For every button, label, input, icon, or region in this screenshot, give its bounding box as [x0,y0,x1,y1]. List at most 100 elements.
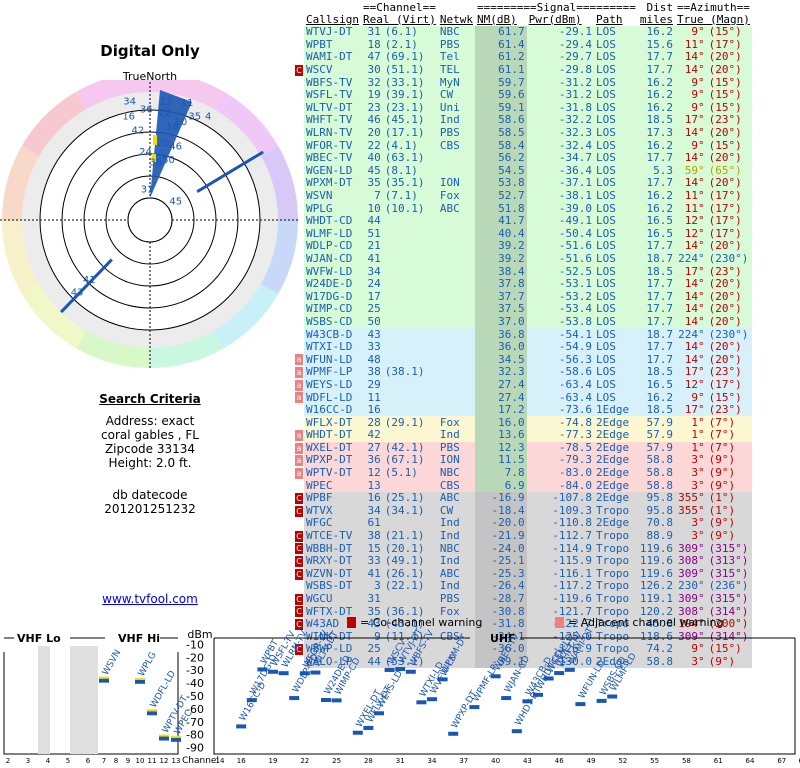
real-channel-cell: 41 [360,568,383,581]
table-row[interactable]: WTVJ-DT 31 (6.1) NBC 61.7 -29.1 LOS 16.2 9° (15°) [304,26,752,39]
real-channel-cell: 18 [360,39,383,52]
table-row[interactable]: WFLX-DT 28 (29.1) Fox 16.0 -74.8 2Edge 57.9 1° (7… [304,416,752,429]
table-row[interactable]: WGCU 31 PBS -28.7 -119.6 Tropo 119.1 309° (315°) [304,593,752,606]
azimuth-magn-cell: (17°) [706,39,752,52]
table-row[interactable]: WBBH-DT 15 (20.1) NBC -24.0 -114.9 Tropo 119.6 3… [304,542,752,555]
azimuth-magn-cell: (15°) [706,89,752,102]
table-row[interactable]: WVFW-LD 34 38.4 -52.5 LOS 18.5 17° (23°) [304,265,752,278]
nm-cell: 16.0 [474,416,527,429]
table-row[interactable]: WHDT-CD 44 41.7 -49.1 LOS 16.5 12° (17°) [304,215,752,228]
table-row[interactable]: WAMI-DT 47 (69.1) Tel 61.2 -29.7 LOS 17.7 14° (20… [304,51,752,64]
callsign-cell: WTVX [304,505,361,518]
table-row[interactable]: WPMF-LP 38 (38.1) 32.3 -58.6 LOS 18.5 17° (23°) [304,366,752,379]
azimuth-magn-cell: (23°) [706,114,752,127]
path-cell: LOS [594,152,638,165]
virtual-channel-cell: (69.1) [382,51,438,64]
table-row[interactable]: WLMF-LD 51 40.4 -50.4 LOS 16.5 12° (17°) [304,227,752,241]
table-row[interactable]: WPTV-DT 12 (5.1) NBC 7.8 -83.0 2Edge 58.8 3° (9°) [304,467,752,480]
table-row[interactable]: WHDT-DT 42 Ind 13.6 -77.3 2Edge 57.9 1° (7°) [304,429,752,442]
power-cell: -50.4 [526,227,595,241]
distance-cell: 18.7 [637,253,676,266]
table-row[interactable]: W43CB-D 43 36.8 -54.1 LOS 18.7 224° (230°) [304,328,752,341]
table-row[interactable]: WSBS-DT 3 (22.1) Ind -26.4 -117.2 Tropo 126.2 23… [304,580,752,593]
table-row[interactable]: WDFL-LD 11 27.4 -63.4 LOS 16.2 9° (15°) [304,391,752,404]
table-row[interactable]: WBEC-TV 40 (63.1) 56.2 -34.7 LOS 17.7 14° (20°) [304,152,752,165]
table-row[interactable]: W24DE-D 24 37.8 -53.1 LOS 17.7 14° (20°) [304,278,752,291]
azimuth-magn-cell: (15°) [706,26,752,39]
table-row[interactable]: WFUN-LD 48 34.5 -56.3 LOS 17.7 14° (20°) [304,353,752,367]
table-row[interactable]: WPXP-DT 36 (67.1) ION 11.5 -79.3 2Edge 58.8 3° (9… [304,454,752,467]
table-row[interactable]: WJAN-CD 41 39.2 -51.6 LOS 18.7 224° (230°) [304,253,752,266]
table-row[interactable]: WZVN-DT 41 (26.1) ABC -25.3 -116.1 Tropo 119.6 3… [304,568,752,581]
path-cell: LOS [594,26,638,39]
signal-marker [331,698,342,703]
table-row[interactable]: WXEL-DT 27 (42.1) PBS 12.3 -78.5 2Edge 57.9 1° (7… [304,442,752,455]
channel-tick-label: 31 [396,757,405,765]
vhf-gap [38,646,50,754]
table-row[interactable]: WLTV-DT 23 (23.1) Uni 59.1 -31.8 LOS 16.2 9° (15°… [304,102,752,115]
vhf-gap [70,646,98,754]
table-row[interactable]: WALO-LP 44 (53.1) -39.1 -130.0 2Edge 58.8 3° (9°… [304,656,752,669]
table-row[interactable]: WFGC 61 Ind -20.0 -110.8 2Edge 70.8 3° (9°) [304,517,752,530]
virtual-channel-cell: (21.1) [382,530,438,543]
distance-cell: 18.5 [637,404,676,417]
distance-cell: 58.8 [637,479,676,492]
table-row[interactable]: WPXM-DT 35 (35.1) ION 53.8 -37.1 LOS 17.7 14° (20… [304,177,752,190]
nm-cell: 38.4 [474,265,527,278]
table-row[interactable]: W43AD 43 (43.1) -31.8 -122.7 Tropo 45.8 194° (20… [304,618,752,631]
distance-cell: 16.2 [637,391,676,404]
azimuth-true-cell: 12° [675,215,707,228]
azimuth-magn-cell: (65°) [706,165,752,178]
callsign-cell: WFTX-DT [304,605,361,618]
azimuth-magn-cell: (23°) [706,366,752,379]
callsign-cell: WSBS-CD [304,316,361,329]
site-link[interactable]: www.tvfool.com [102,592,198,606]
virtual-channel-cell [382,643,438,656]
table-row[interactable]: WRXY-DT 33 (49.1) Ind -25.1 -115.9 Tropo 119.6 3… [304,555,752,568]
table-row[interactable]: WPBF 16 (25.1) ABC -16.9 -107.8 2Edge 95.8 355°(… [304,492,752,505]
table-row[interactable]: WBWP-LD 25 -36.0 -126.9 Tropo 74.2 9° (15°) [304,643,752,656]
path-cell: LOS [594,366,638,379]
table-row[interactable]: W17DG-D 17 37.7 -53.2 LOS 17.7 14° (20°) [304,290,752,304]
table-row[interactable]: WBFS-TV 32 (33.1) MyN 59.7 -31.2 LOS 16.2 9° (15°… [304,76,752,89]
path-cell: LOS [594,202,638,215]
table-row[interactable]: WEYS-LD 29 27.4 -63.4 LOS 16.5 12° (17°) [304,379,752,392]
azimuth-magn-cell: (9°) [706,454,752,467]
virtual-channel-cell: (38.1) [382,366,438,379]
path-cell: LOS [594,278,638,291]
distance-cell: 120.2 [637,604,676,618]
table-row[interactable]: WHFT-TV 46 (45.1) Ind 58.6 -32.2 LOS 18.5 17° (23… [304,114,752,127]
table-row[interactable]: WINK-DT 9 (11.1) CBS -34.1 -125.0 Tropo 118.6 30… [304,630,752,644]
table-row[interactable]: WIMP-CD 25 37.5 -53.4 LOS 17.7 14° (20°) [304,303,752,316]
co-channel-warning-icon: C [295,555,303,567]
signal-marker-label: WPLG [137,651,159,679]
table-row[interactable]: WTVX 34 (34.1) CW -18.4 -109.3 Tropo 95.8 355° (1… [304,505,752,518]
table-row[interactable]: W16CC-D 16 17.2 -73.6 1Edge 18.5 17° (23°) [304,404,752,417]
table-row[interactable]: WGEN-LD 45 (8.1) 54.5 -36.4 LOS 5.3 59° (65°) [304,165,752,178]
table-row[interactable]: WPEC 13 CBS 6.9 -84.0 2Edge 58.8 3° (9°) [304,479,752,492]
nm-cell: 54.5 [474,165,527,178]
table-row[interactable]: WSVN 7 (7.1) Fox 52.7 -38.1 LOS 16.2 11° (17°) [304,190,752,203]
table-row[interactable]: WFOR-TV 22 (4.1) CBS 58.4 -32.4 LOS 16.2 9° (15°) [304,139,752,152]
table-row[interactable]: WTXI-LD 33 36.0 -54.9 LOS 17.7 14° (20°) [304,341,752,354]
table-row[interactable]: WSBS-CD 50 37.0 -53.8 LOS 17.7 14° (20°) [304,316,752,329]
table-row[interactable]: WFTX-DT 35 (36.1) Fox -30.8 -121.7 Tropo 120.2 3… [304,605,752,618]
nm-cell: 12.3 [474,442,527,455]
table-row[interactable]: WTCE-TV 38 (21.1) Ind -21.9 -112.7 Tropo 88.9 3°… [304,530,752,543]
path-cell: LOS [594,379,638,392]
radar-channel-label: 16 [122,112,135,123]
nm-cell: 37.8 [474,278,527,291]
table-row[interactable]: WSFL-TV 19 (39.1) CW 59.6 -31.2 LOS 16.2 9° (15°) [304,89,752,102]
table-row[interactable]: WDLP-CD 21 39.2 -51.6 LOS 17.7 14° (20°) [304,240,752,253]
callsign-cell: WPBT [304,39,361,52]
channel-tick-label: 13 [172,757,181,765]
radar-channel-label: 11 [181,98,194,109]
adjacent-channel-warning-icon: a [295,455,303,467]
table-row[interactable]: WPBT 18 (2.1) PBS 61.4 -29.4 LOS 15.6 11° (17°) [304,39,752,52]
table-row[interactable]: WLRN-TV 20 (17.1) PBS 58.5 -32.3 LOS 17.3 14° (20… [304,127,752,140]
table-row[interactable]: WSCV 30 (51.1) TEL 61.1 -29.8 LOS 17.7 14° (20°) [304,64,752,77]
co-channel-warning-icon: C [295,492,303,504]
table-row[interactable]: WPLG 10 (10.1) ABC 51.8 -39.0 LOS 16.2 11° (17°) [304,202,752,215]
distance-cell: 57.9 [637,429,676,442]
power-cell: -84.0 [526,479,595,492]
